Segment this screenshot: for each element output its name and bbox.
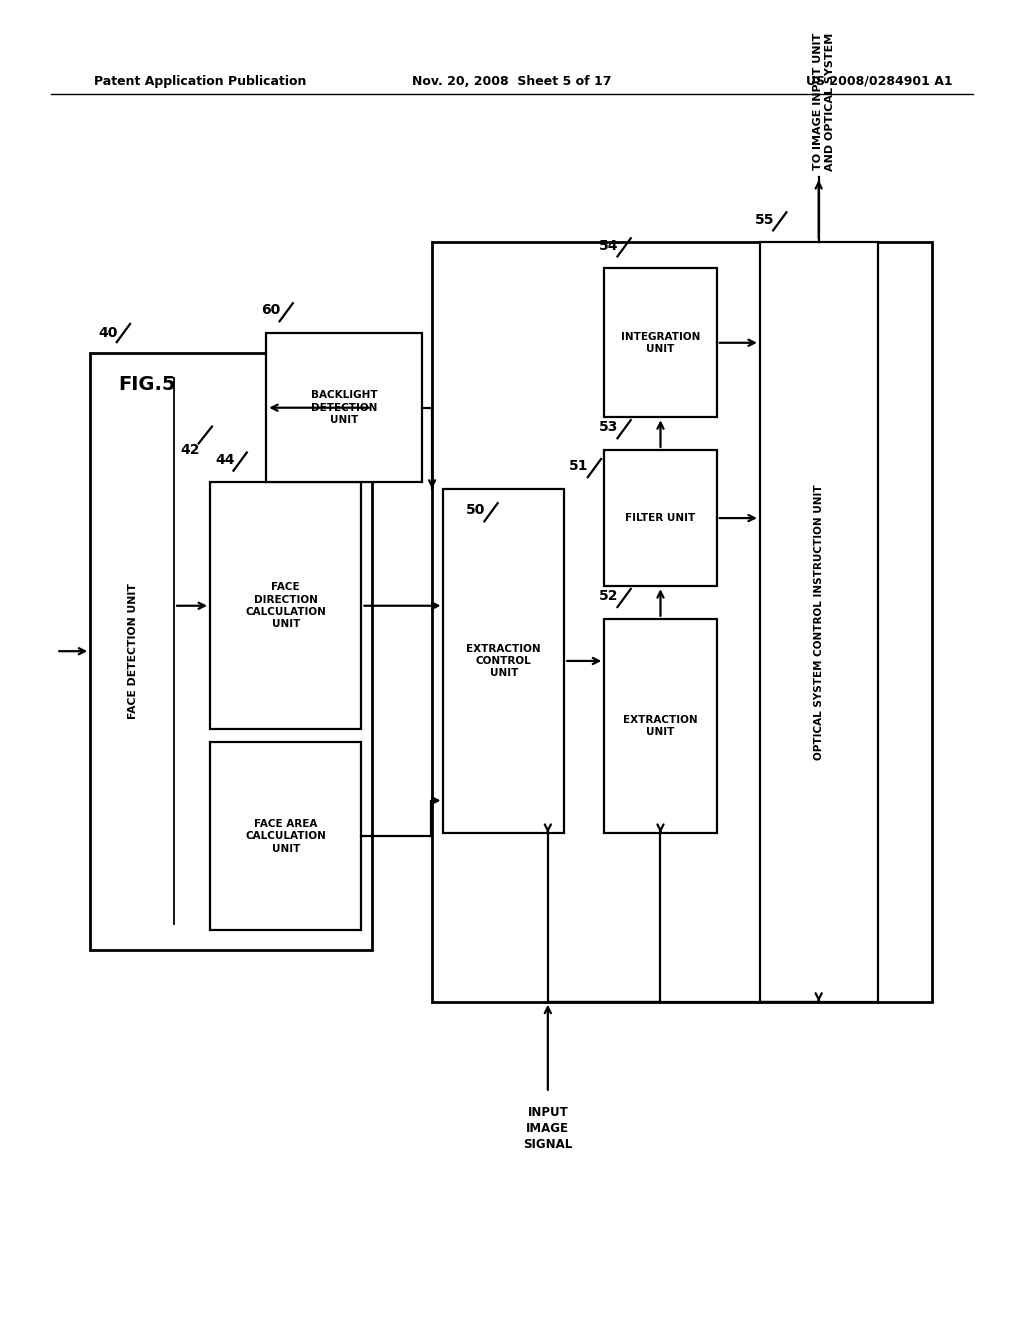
Bar <box>604 450 717 586</box>
Bar <box>210 742 361 931</box>
Text: 44: 44 <box>215 453 234 467</box>
Text: FACE
DIRECTION
CALCULATION
UNIT: FACE DIRECTION CALCULATION UNIT <box>246 582 326 630</box>
Text: 40: 40 <box>98 326 118 339</box>
Bar <box>443 488 564 833</box>
Bar <box>210 482 361 729</box>
Text: 60: 60 <box>261 304 281 317</box>
Text: 52: 52 <box>599 589 618 603</box>
Bar <box>266 333 422 482</box>
Bar <box>604 268 717 417</box>
Text: OPTICAL SYSTEM CONTROL INSTRUCTION UNIT: OPTICAL SYSTEM CONTROL INSTRUCTION UNIT <box>814 484 823 760</box>
Text: FILTER UNIT: FILTER UNIT <box>626 513 695 523</box>
Text: EXTRACTION
UNIT: EXTRACTION UNIT <box>624 714 697 737</box>
Text: Patent Application Publication: Patent Application Publication <box>94 75 306 87</box>
Bar <box>760 242 878 1002</box>
Bar <box>432 242 932 1002</box>
Text: INPUT
IMAGE
SIGNAL: INPUT IMAGE SIGNAL <box>523 1106 572 1151</box>
Text: EXTRACTION
CONTROL
UNIT: EXTRACTION CONTROL UNIT <box>467 644 541 678</box>
Text: 50: 50 <box>466 503 485 517</box>
Text: 55: 55 <box>755 213 774 227</box>
Bar <box>604 619 717 833</box>
Bar <box>90 352 372 950</box>
Text: TO IMAGE INPUT UNIT
AND OPTICAL SYSTEM: TO IMAGE INPUT UNIT AND OPTICAL SYSTEM <box>813 33 835 170</box>
Text: 53: 53 <box>599 420 618 434</box>
Text: BACKLIGHT
DETECTION
UNIT: BACKLIGHT DETECTION UNIT <box>310 391 378 425</box>
Text: INTEGRATION
UNIT: INTEGRATION UNIT <box>621 331 700 354</box>
Text: FACE DETECTION UNIT: FACE DETECTION UNIT <box>128 583 138 719</box>
Text: FACE AREA
CALCULATION
UNIT: FACE AREA CALCULATION UNIT <box>246 818 326 854</box>
Text: FIG.5: FIG.5 <box>118 375 175 395</box>
Text: 51: 51 <box>569 459 589 474</box>
Text: Nov. 20, 2008  Sheet 5 of 17: Nov. 20, 2008 Sheet 5 of 17 <box>413 75 611 87</box>
Text: 54: 54 <box>599 239 618 252</box>
Text: US 2008/0284901 A1: US 2008/0284901 A1 <box>806 75 952 87</box>
Text: 42: 42 <box>180 444 200 457</box>
